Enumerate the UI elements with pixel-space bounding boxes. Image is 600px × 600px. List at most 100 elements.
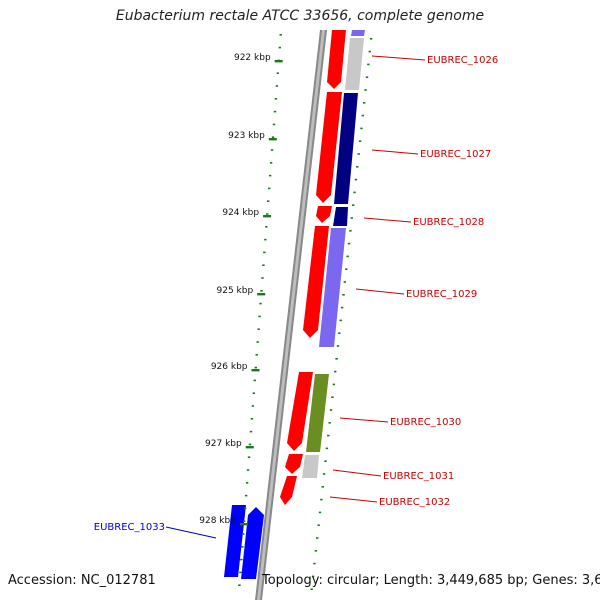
scale-dot	[266, 213, 269, 215]
inner-scale-dot	[360, 127, 363, 130]
scale-dot	[259, 302, 262, 305]
cds-reverse-1026-top[interactable]	[351, 30, 365, 36]
inner-scale-dot	[316, 537, 319, 539]
scale-major-tick	[263, 215, 272, 218]
scale-dot	[255, 354, 258, 356]
map-title: Eubacterium rectale ATCC 33656, complete…	[115, 8, 485, 24]
scale-dot	[250, 418, 254, 420]
inner-scale-dot	[364, 89, 367, 91]
forward-strand	[280, 30, 346, 505]
gene-leader-line	[363, 217, 412, 223]
inner-scale-dot	[336, 345, 340, 347]
scale-dot	[256, 341, 259, 343]
scale-dot	[275, 85, 279, 87]
inner-scale-dot	[324, 460, 327, 462]
cds-reverse-1031[interactable]	[302, 455, 319, 478]
scale-major-tick	[245, 446, 254, 449]
cds-forward-1027[interactable]	[316, 92, 342, 203]
scale-dot	[261, 277, 264, 279]
scale-dot	[262, 264, 265, 266]
cds-forward-1030[interactable]	[287, 372, 313, 451]
scale-dot	[274, 98, 278, 100]
genome-backbone	[255, 30, 327, 600]
scale-labels: 922 kbp 923 kbp 924 kbp 925 kbp 926 kbp 927 k…	[199, 53, 283, 526]
scale-dot	[276, 72, 280, 74]
gene-label-eubrec_1028[interactable]: EUBREC_1028	[413, 217, 484, 228]
gene-label-eubrec_1029[interactable]: EUBREC_1029	[406, 289, 477, 300]
scale-dot	[260, 290, 263, 292]
topology-label: Topology: circular; Length: 3,449,685 bp…	[262, 573, 600, 588]
cds-forward-1031[interactable]	[285, 454, 303, 474]
inner-scale-dot	[365, 76, 369, 78]
reverse-strand	[302, 30, 365, 478]
gene-leader-line	[329, 496, 378, 503]
inner-scale-dot	[354, 178, 358, 181]
inner-scale-dot	[313, 562, 316, 565]
scale-dot	[238, 584, 241, 586]
scale-dot	[251, 405, 255, 407]
inner-scale-dot	[333, 370, 337, 373]
scale-major-tick	[268, 138, 277, 141]
scale-dot	[279, 34, 282, 36]
scale-dot	[246, 469, 250, 471]
inner-scale-dot	[345, 268, 348, 270]
inner-scale-dot	[318, 511, 322, 514]
scale-dot	[253, 379, 256, 382]
gene-leader-line	[371, 55, 426, 61]
inner-scale-dot	[329, 409, 333, 411]
scale-major-tick	[239, 523, 248, 526]
scale-dot	[264, 238, 267, 241]
inner-scale-dot	[358, 140, 362, 142]
scale-dot	[249, 430, 253, 433]
cds-reverse-1030[interactable]	[306, 374, 329, 452]
scale-dot	[240, 558, 243, 561]
scale-label: 923 kbp	[228, 131, 265, 141]
gene-leader-line	[355, 288, 405, 295]
gene-labels: EUBREC_1026 EUBREC_1027 EUBREC_1028 EUBREC_…	[94, 55, 498, 539]
inner-scale-dot	[338, 332, 341, 334]
cds-forward-1028[interactable]	[316, 206, 332, 223]
gene-label-eubrec_1027[interactable]: EUBREC_1027	[420, 149, 491, 160]
cds-reverse-1027[interactable]	[334, 93, 358, 204]
cds-forward-1032[interactable]	[280, 476, 297, 505]
scale-dot	[241, 546, 244, 548]
scale-dot	[263, 251, 266, 254]
gene-leader-line	[371, 149, 419, 155]
gene-label-eubrec_1032[interactable]: EUBREC_1032	[379, 497, 450, 508]
inner-scale-dot	[346, 255, 349, 258]
inner-scale-dot	[325, 447, 329, 450]
cds-reverse-1026[interactable]	[345, 38, 364, 90]
gene-label-eubrec_1026[interactable]: EUBREC_1026	[427, 55, 498, 66]
gene-label-eubrec_1031[interactable]: EUBREC_1031	[383, 471, 454, 482]
gene-label-eubrec_1030[interactable]: EUBREC_1030	[390, 417, 461, 428]
scale-dot	[245, 482, 249, 484]
scale-dot	[267, 200, 270, 202]
gene-label-eubrec_1033[interactable]: EUBREC_1033	[94, 522, 165, 533]
scale-ticks	[238, 34, 373, 590]
scale-major-tick	[274, 60, 283, 63]
inner-scale-dot	[311, 575, 315, 578]
scale-dot	[258, 315, 261, 318]
cds-1033-part-b[interactable]	[241, 507, 264, 579]
inner-scale-dot	[340, 306, 344, 309]
cds-forward-1029[interactable]	[303, 226, 329, 338]
gene-leader-line	[339, 417, 389, 423]
cds-reverse-1029[interactable]	[319, 228, 346, 347]
scale-label: 924 kbp	[222, 208, 259, 218]
scale-dot	[265, 226, 268, 228]
accession-label: Accession: NC_012781	[8, 573, 156, 588]
scale-dot	[247, 456, 251, 458]
scale-dot	[273, 110, 277, 113]
scale-dot	[269, 162, 273, 164]
scale-dot	[254, 366, 257, 369]
gene-leader-line	[332, 469, 382, 477]
inner-scale-dot	[349, 230, 352, 232]
inner-scale-dot	[339, 319, 342, 322]
inner-scale-dot	[361, 114, 365, 117]
cds-reverse-1028[interactable]	[333, 207, 348, 226]
inner-scale-dot	[351, 204, 355, 206]
inner-scale-dot	[350, 217, 353, 219]
inner-scale-dot	[343, 281, 347, 283]
cds-forward-1026[interactable]	[327, 30, 346, 89]
